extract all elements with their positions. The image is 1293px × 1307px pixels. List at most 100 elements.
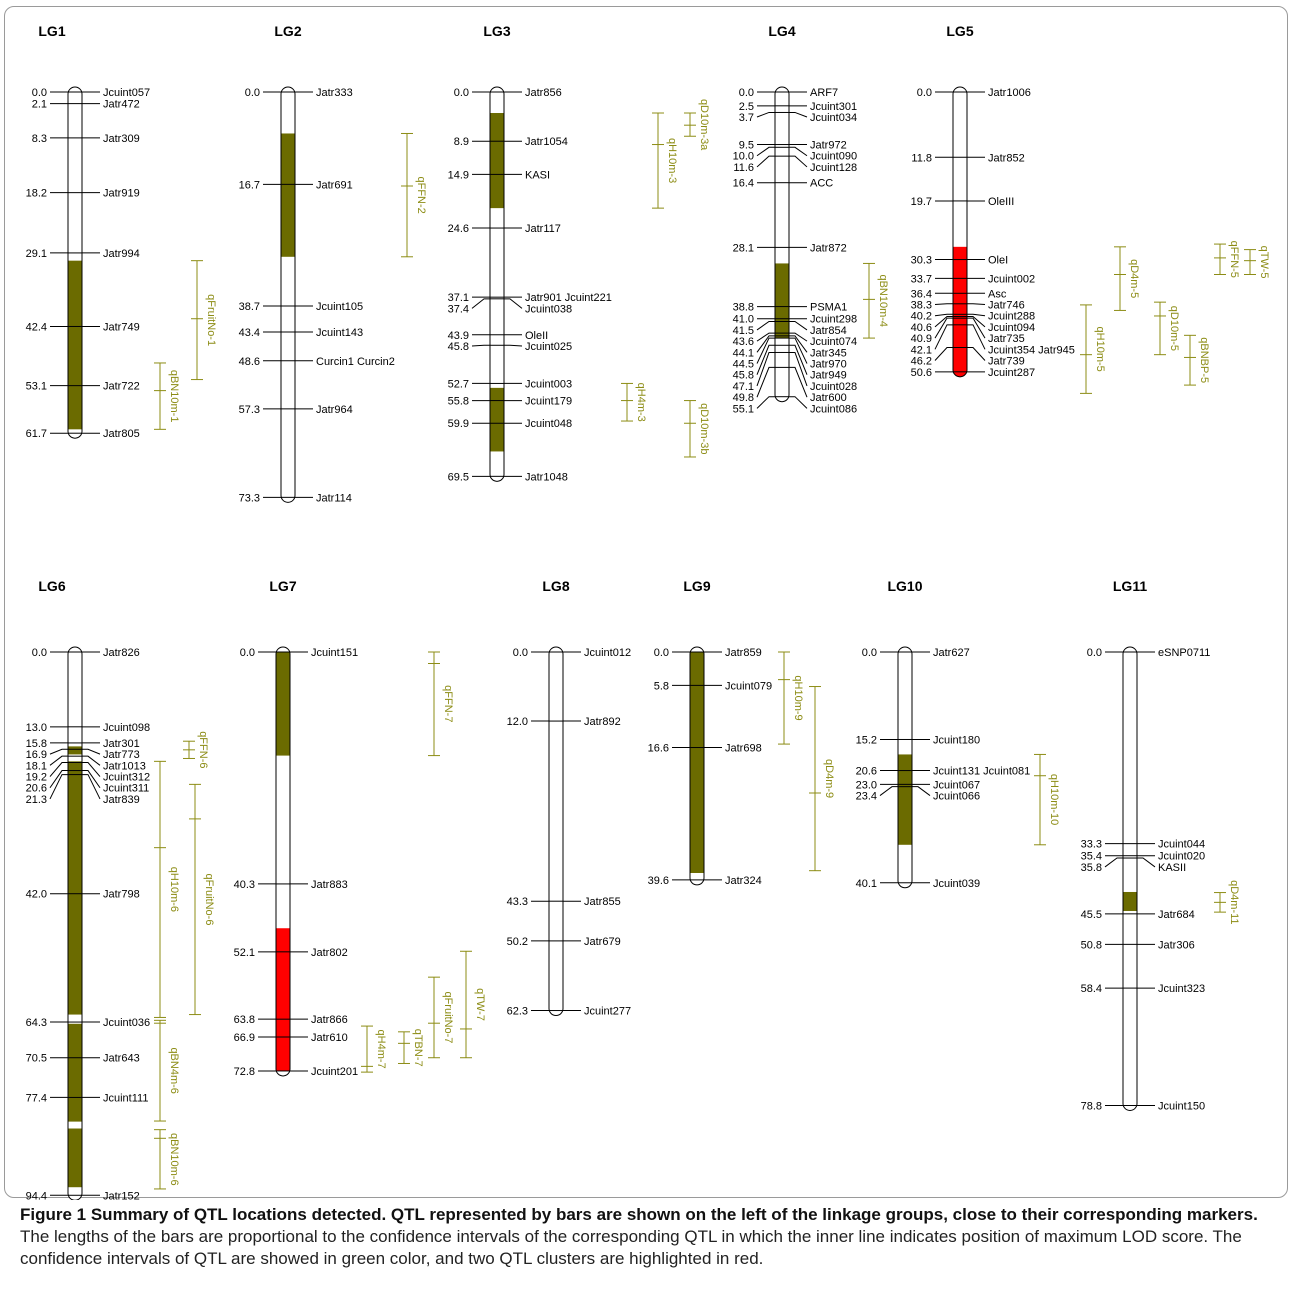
lg4-marker-position: 2.5	[739, 101, 754, 113]
lg5-marker-position: 40.6	[911, 322, 932, 334]
lg1-marker-position: 0.0	[32, 87, 47, 99]
lg3-marker-position: 59.9	[448, 418, 469, 430]
lg5-marker-name: OleI	[988, 255, 1008, 267]
lg3-marker-position: 52.7	[448, 378, 469, 390]
lg5-marker-connector-right	[967, 324, 986, 350]
lg6-chromosome-bar	[67, 646, 83, 1200]
lg6-marker-connector-left	[49, 748, 68, 755]
lg5-marker-connector-left	[934, 324, 953, 350]
lg6-qtl-region	[68, 1023, 82, 1122]
lg6-marker-position: 64.3	[26, 1017, 47, 1029]
qd4m-11-label: qD4m-11	[1228, 880, 1240, 924]
lg2-marker-name: Jatr333	[316, 87, 353, 99]
lg4-marker-position: 55.1	[733, 403, 754, 415]
lg4-marker-connector-right	[789, 320, 808, 331]
lg6-qtl-region	[68, 761, 82, 1015]
lg6-marker-connector-right	[82, 748, 101, 755]
lg3-marker-name: Jcuint003	[525, 378, 572, 390]
qbn4m-6-label: qBN4m-6	[168, 1047, 180, 1093]
lg4-marker-position: 43.6	[733, 336, 754, 348]
lg2-marker-position: 0.0	[245, 87, 260, 99]
lg10-marker-position: 23.0	[856, 779, 877, 791]
lg5-marker-position: 40.2	[911, 311, 932, 323]
lg4-marker-connector-left	[756, 320, 775, 331]
lg6-marker-name: Jcuint098	[103, 722, 150, 734]
lg1-marker-name: Jatr805	[103, 428, 140, 440]
lg3-marker-position: 45.8	[448, 341, 469, 353]
lg1-marker-position: 42.4	[26, 321, 47, 333]
lg2-marker-name: Jatr114	[316, 492, 352, 504]
lg10-marker-name: Jcuint067	[933, 779, 980, 791]
lg10-marker-position: 15.2	[856, 734, 877, 746]
lg4-marker-connector-right	[789, 332, 808, 342]
lg3-marker-name: Jatr856	[525, 87, 562, 99]
lg11-marker-name: Jcuint323	[1158, 983, 1205, 995]
lg6-marker-connector-left	[49, 755, 68, 766]
qffn-7-label: qFFN-7	[442, 685, 454, 722]
lg2-marker-position: 48.6	[239, 356, 260, 368]
lg2-marker-position: 43.4	[239, 327, 260, 339]
lg6-qtl-region	[68, 746, 82, 755]
lg4-marker-name: Jcuint298	[810, 314, 857, 326]
lg3-marker-connector-right	[504, 298, 523, 309]
lg1-marker-position: 53.1	[26, 381, 47, 393]
lg6-marker-position: 16.9	[26, 749, 47, 761]
qbn10m-1-label: qBN10m-1	[168, 370, 180, 423]
lg5-marker-name: Jatr735	[988, 333, 1025, 345]
lg5-marker-name: OleIII	[988, 196, 1014, 208]
lg8-marker-name: Jcuint012	[584, 647, 631, 659]
lg5-marker-connector-left	[934, 313, 953, 317]
lg4-marker-connector-left	[756, 344, 775, 375]
lg6-marker-name: Jcuint111	[103, 1092, 148, 1104]
lg1-marker-position: 8.3	[32, 133, 47, 145]
lg8-marker-position: 62.3	[507, 1006, 528, 1018]
lg9-marker-name: Jcuint079	[725, 680, 772, 692]
lg4-marker-connector-right	[789, 155, 808, 168]
lg4-marker-name: ACC	[810, 178, 833, 190]
lg1-chromosome-bar	[67, 86, 83, 439]
qh4m-3-label: qH4m-3	[635, 383, 647, 422]
qtw-7-label: qTW-7	[474, 988, 486, 1021]
lg10-title: LG10	[887, 578, 922, 594]
lg5-marker-connector-right	[967, 346, 986, 361]
lg3-title: LG3	[483, 23, 510, 39]
lg6-marker-position: 21.3	[26, 794, 47, 806]
qd10m-3a-label: qD10m-3a	[698, 99, 710, 151]
lg9-marker-position: 39.6	[648, 875, 669, 887]
lg3-marker-name: Jatr1054	[525, 136, 568, 148]
lg6-marker-position: 77.4	[26, 1092, 47, 1104]
qfruitno-1-label: qFruitNo-1	[205, 294, 217, 346]
lg11-marker-position: 35.4	[1081, 851, 1102, 863]
lg6-qtl-region	[68, 1128, 82, 1188]
lg3-marker-connector-left	[471, 298, 490, 309]
lg4-marker-position: 10.0	[733, 151, 754, 163]
lg2-marker-name: Jatr691	[316, 179, 353, 191]
lg8-marker-name: Jatr892	[584, 716, 621, 728]
lg5-marker-name: Jatr746	[988, 299, 1025, 311]
figure-frame	[4, 6, 1288, 1198]
lg5-marker-connector-left	[934, 317, 953, 339]
lg5-chromosome-bar	[952, 86, 968, 378]
lg10-qtl-region	[898, 754, 912, 845]
lg6-marker-name: Jatr1013	[103, 760, 146, 772]
lg5-marker-connector-left	[934, 316, 953, 328]
lg7-marker-name: Jatr866	[311, 1014, 348, 1026]
lg5-marker-name: Asc	[988, 288, 1007, 300]
lg10-marker-name: Jcuint066	[933, 791, 980, 803]
lg1-marker-name: Jatr722	[103, 381, 140, 393]
lg4-marker-position: 16.4	[733, 178, 754, 190]
lg3-marker-position: 14.9	[448, 169, 469, 181]
lg6-marker-position: 18.1	[26, 760, 47, 772]
lg6-marker-connector-right	[82, 774, 101, 800]
lg7-marker-position: 52.1	[234, 947, 255, 959]
lg6-marker-connector-right	[82, 770, 101, 789]
lg8-marker-name: Jatr679	[584, 936, 621, 948]
lg4-marker-name: PSMA1	[810, 302, 847, 314]
lg8-marker-name: Jatr855	[584, 896, 621, 908]
lg11-chromosome-bar	[1122, 646, 1138, 1111]
lg9-qtl-region	[690, 652, 704, 873]
lg4-marker-connector-right	[789, 351, 808, 387]
lg2-title: LG2	[274, 23, 301, 39]
lg11-marker-connector-right	[1137, 857, 1156, 868]
lg4-marker-position: 28.1	[733, 242, 754, 254]
